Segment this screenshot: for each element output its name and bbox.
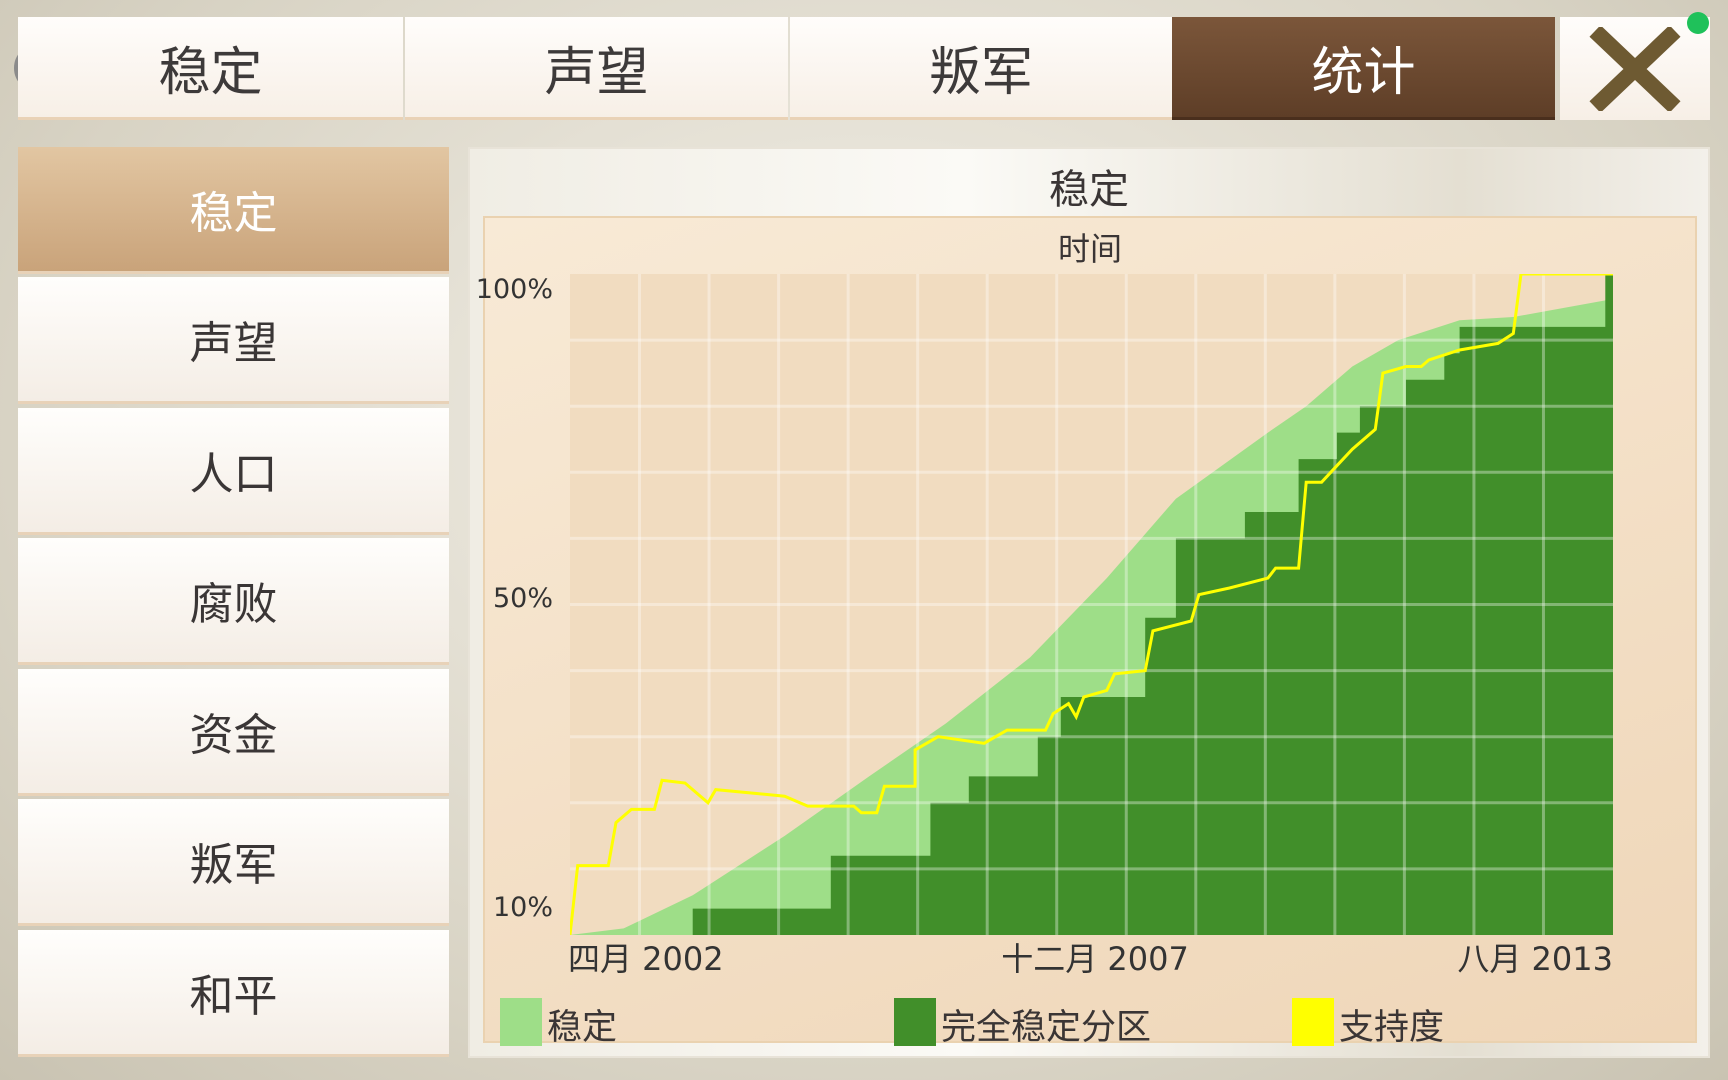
series-area-1 <box>570 274 1613 935</box>
tab-prestige[interactable]: 声望 <box>405 17 788 120</box>
sidebar-item-rebels[interactable]: 叛军 <box>18 799 449 926</box>
sidebar-item-funds[interactable]: 资金 <box>18 669 449 796</box>
mic-indicator-icon <box>1687 12 1709 34</box>
sidebar-item-peace[interactable]: 和平 <box>18 930 449 1057</box>
x-axis-title: 时间 <box>1057 230 1122 268</box>
sidebar-item-prestige[interactable]: 声望 <box>18 277 449 404</box>
y-tick-label: 50% <box>492 583 553 614</box>
sidebar-item-corruption[interactable]: 腐败 <box>18 538 449 665</box>
close-x-icon <box>1589 26 1681 111</box>
sidebar-item-population[interactable]: 人口 <box>18 408 449 535</box>
series-line-support <box>570 274 1613 935</box>
tab-statistics[interactable]: 统计 <box>1172 17 1555 120</box>
tab-stability[interactable]: 稳定 <box>18 17 403 120</box>
tab-rebels[interactable]: 叛军 <box>790 17 1172 120</box>
legend-label: 完全稳定分区 <box>941 1008 1152 1048</box>
chart-title: 稳定 <box>1049 167 1129 213</box>
sidebar-item-stability[interactable]: 稳定 <box>18 147 449 274</box>
legend-swatch-fully-stable <box>894 998 936 1046</box>
y-tick-label: 10% <box>492 892 553 923</box>
chart-area: 时间 100% 50% 10% 四月 2002 十二月 2007 八月 2013… <box>476 216 1697 1048</box>
plot-area <box>570 274 1613 935</box>
legend-swatch-support <box>1292 998 1334 1046</box>
legend-label: 稳定 <box>547 1008 618 1048</box>
legend-label: 支持度 <box>1339 1008 1445 1048</box>
y-tick-label: 100% <box>475 274 553 305</box>
x-tick-label: 八月 2013 <box>1457 940 1613 978</box>
chart-panel: 稳定 时间 100% 50% 10% 四月 2002 十二月 2007 八月 2… <box>468 147 1710 1058</box>
x-tick-label: 十二月 2007 <box>1001 940 1189 978</box>
close-button[interactable] <box>1560 17 1710 120</box>
x-tick-label: 四月 2002 <box>568 940 724 978</box>
legend-swatch-stable <box>500 998 542 1046</box>
